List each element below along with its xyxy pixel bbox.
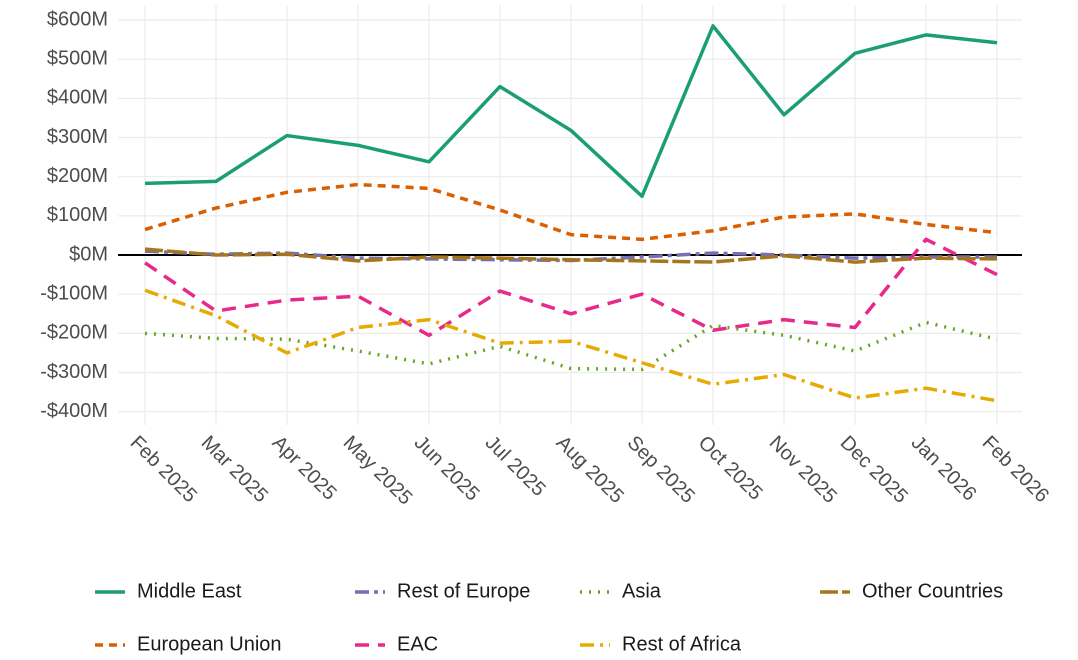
y-tick-label: -$300M: [40, 361, 108, 383]
y-tick-label: -$200M: [40, 322, 108, 344]
line-series: [144, 288, 998, 403]
x-tick-label: Nov 2025: [765, 432, 841, 508]
y-tick-label: $0M: [69, 243, 108, 265]
y-tick-label: $200M: [47, 165, 108, 187]
x-tick-label: Aug 2025: [552, 432, 628, 508]
x-tick-label: Jan 2026: [907, 432, 981, 506]
legend-label: Middle East: [137, 580, 242, 602]
x-tick-label: Jun 2025: [410, 432, 484, 506]
legend-label: Rest of Europe: [397, 580, 530, 602]
legend-label: EAC: [397, 633, 438, 655]
x-tick-label: Apr 2025: [268, 432, 341, 505]
line-series: [144, 237, 998, 338]
line-series: [144, 182, 998, 242]
x-tick-label: Jul 2025: [481, 432, 550, 501]
x-tick-label: Dec 2025: [836, 432, 912, 508]
legend: Middle East European Union Rest of Europe E…: [95, 580, 1003, 655]
x-tick-label: May 2025: [339, 432, 417, 510]
line-series: [144, 320, 998, 372]
x-tick-label: Feb 2026: [978, 432, 1053, 507]
legend-label: Other Countries: [862, 580, 1003, 602]
x-tick-label: Oct 2025: [694, 432, 767, 505]
x-tick-label: Sep 2025: [623, 432, 699, 508]
y-tick-label: $100M: [47, 204, 108, 226]
line-series: [144, 24, 998, 199]
y-tick-label: $300M: [47, 126, 108, 148]
x-tick-label: Feb 2025: [126, 432, 201, 507]
y-tick-label: $500M: [47, 47, 108, 69]
y-tick-label: -$400M: [40, 400, 108, 422]
x-tick-label: Mar 2025: [197, 432, 272, 507]
y-tick-label: $600M: [47, 8, 108, 30]
y-tick-label: -$100M: [40, 282, 108, 304]
legend-label: Rest of Africa: [622, 633, 742, 655]
line-series: [144, 247, 998, 264]
legend-label: European Union: [137, 633, 282, 655]
y-tick-label: $400M: [47, 87, 108, 109]
legend-label: Asia: [622, 580, 662, 602]
